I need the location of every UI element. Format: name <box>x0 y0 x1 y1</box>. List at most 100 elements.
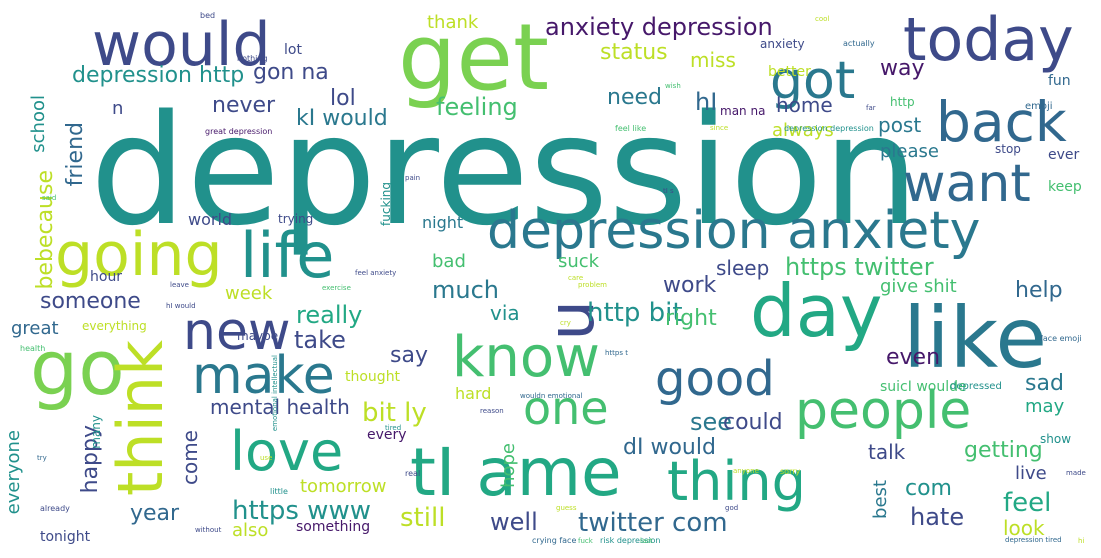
word-wish: wish <box>665 82 681 90</box>
word-bebecause: bebecause <box>33 170 58 290</box>
word-make: make <box>192 346 335 406</box>
word-would: would <box>92 10 271 80</box>
word-school: school <box>28 95 49 153</box>
word-day: day <box>750 269 883 353</box>
word-need: need <box>607 85 662 110</box>
word-status: status <box>600 40 668 65</box>
word-know: know <box>452 325 600 390</box>
word-many: many <box>89 415 103 449</box>
word-gon-na: gon na <box>253 60 329 85</box>
word-come: come <box>178 430 202 486</box>
word-already: already <box>40 504 70 513</box>
word-love: love <box>230 420 344 483</box>
word-hope: hope <box>498 443 519 488</box>
word-something: something <box>296 519 371 535</box>
word-nothing: nothing <box>237 54 268 63</box>
word-right: right <box>665 306 717 331</box>
word-work: work <box>663 273 717 298</box>
word-last: last <box>640 537 653 545</box>
word-home: home <box>776 93 833 117</box>
word-well: well <box>490 508 538 536</box>
word-health: health <box>20 344 46 353</box>
word-suicI-woulde: suicI woulde <box>880 379 967 395</box>
word-hI: hI <box>695 88 718 116</box>
word-reason: reason <box>480 407 504 415</box>
word-problem: problem <box>578 281 607 289</box>
word-without: without <box>195 526 222 534</box>
word-take: take <box>294 326 346 354</box>
word-wouldn-emotional: wouldn emotional <box>520 392 583 400</box>
word-made: made <box>1066 469 1086 477</box>
word-feel-anxiety: feel anxiety <box>355 269 397 277</box>
word-post: post <box>878 113 922 137</box>
word-back: back <box>936 90 1067 154</box>
word-get: get <box>398 4 550 111</box>
word-everyone: everyone <box>3 430 24 515</box>
word-stop: stop <box>995 142 1021 156</box>
word-depression-tired: depression tired <box>1005 536 1062 544</box>
word-pain: pain <box>405 174 421 182</box>
word-leave: leave <box>170 281 189 289</box>
word-friend: friend <box>63 122 88 187</box>
word-hI-would: hI would <box>166 302 196 310</box>
word-anyone: anyone <box>733 467 759 475</box>
word-go: go <box>30 323 125 412</box>
word-sleep: sleep <box>716 256 770 280</box>
word-twitter-com: twitter com <box>578 508 728 538</box>
word-said: said <box>42 194 57 202</box>
word-feeling: feeling <box>436 93 518 121</box>
word-see: see <box>690 408 733 436</box>
word-got: got <box>770 51 856 111</box>
word-hate: hate <box>910 503 965 531</box>
word-emoji: emoji <box>1025 101 1053 112</box>
word-anxiety-depression: anxiety depression <box>545 13 773 41</box>
word-talk: talk <box>868 440 906 464</box>
word-depression-anxiety: depression anxiety <box>487 201 981 261</box>
word-feel: feel <box>1003 488 1052 518</box>
word-http-bit: http bit <box>587 298 683 328</box>
word-like: like <box>903 289 1048 387</box>
word-dI-would: dI would <box>623 435 716 460</box>
word-actually: actually <box>843 39 875 48</box>
word-fun: fun <box>1048 73 1071 89</box>
word-way: way <box>880 56 925 81</box>
word-hour: hour <box>90 269 123 285</box>
word-everything: everything <box>82 319 147 333</box>
word-fucking: fucking <box>379 182 393 226</box>
word-bed: bed <box>200 11 216 20</box>
word-may: may <box>1025 396 1065 417</box>
word-thought: thought <box>345 369 401 385</box>
word-say: say <box>390 343 428 368</box>
word-live: live <box>1015 463 1047 484</box>
word-look: look <box>1003 516 1045 540</box>
word-emotional-intellectual: emotional intellectual <box>271 355 279 432</box>
word-suck: suck <box>558 251 600 272</box>
word-still: still <box>400 503 446 533</box>
word-try: try <box>37 454 47 462</box>
word-god: god <box>725 504 739 512</box>
word-maybe: maybe <box>237 329 279 343</box>
word-people: people <box>795 381 972 441</box>
word-week: week <box>225 283 273 304</box>
word-n: n <box>112 98 124 119</box>
word-better: better <box>768 64 811 80</box>
word-little: little <box>270 487 288 496</box>
word-want: want <box>903 154 1031 214</box>
word-cry: cry <box>560 319 571 327</box>
word-sorry: sorry <box>780 467 801 476</box>
word-tired: tired <box>385 424 402 432</box>
word-tI-ame: tI ame <box>410 434 622 511</box>
word-could: could <box>723 410 783 435</box>
word-really: really <box>296 301 363 329</box>
word-http: http <box>890 95 915 109</box>
word-depression: depression <box>90 82 920 259</box>
word-man-na: man na <box>720 104 766 118</box>
word-one: one <box>523 381 609 435</box>
word-thing: thing <box>667 450 806 513</box>
word-anxiety: anxiety <box>760 37 805 51</box>
word-guess: guess <box>556 504 577 512</box>
word-lol: lol <box>330 86 356 111</box>
word-great: great <box>11 318 59 339</box>
word-someone: someone <box>40 289 141 314</box>
word-bit-ly: bit ly <box>362 398 427 428</box>
